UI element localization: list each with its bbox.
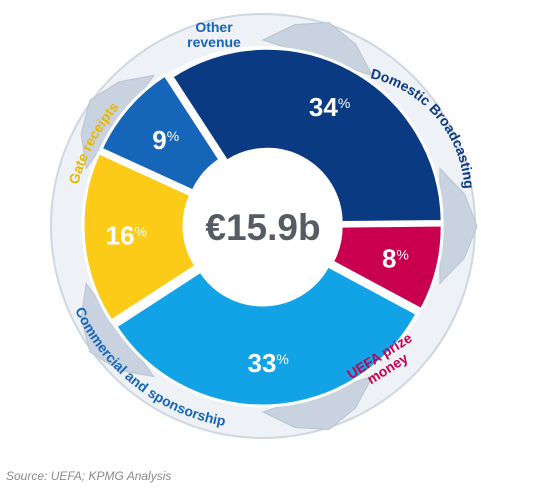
source-note: Source: UEFA; KPMG Analysis — [6, 469, 172, 483]
slice-gate-receipts — [81, 150, 199, 324]
football-patch — [439, 167, 478, 285]
donut-hole — [189, 152, 337, 300]
football-patch — [261, 21, 374, 77]
slice-domestic-broadcasting — [169, 46, 444, 225]
donut-slices — [81, 46, 444, 408]
label-other-revenue: Other revenue — [187, 19, 241, 50]
center-total-label: €15.9b — [205, 207, 320, 248]
slice-uefa-prize-money — [330, 223, 444, 312]
revenue-donut-chart: €15.9b 34%8%33%16%9% Domestic Broadcasti… — [50, 13, 478, 439]
slice-commercial-sponsorship — [113, 263, 419, 408]
slice-other-revenue — [99, 72, 223, 193]
